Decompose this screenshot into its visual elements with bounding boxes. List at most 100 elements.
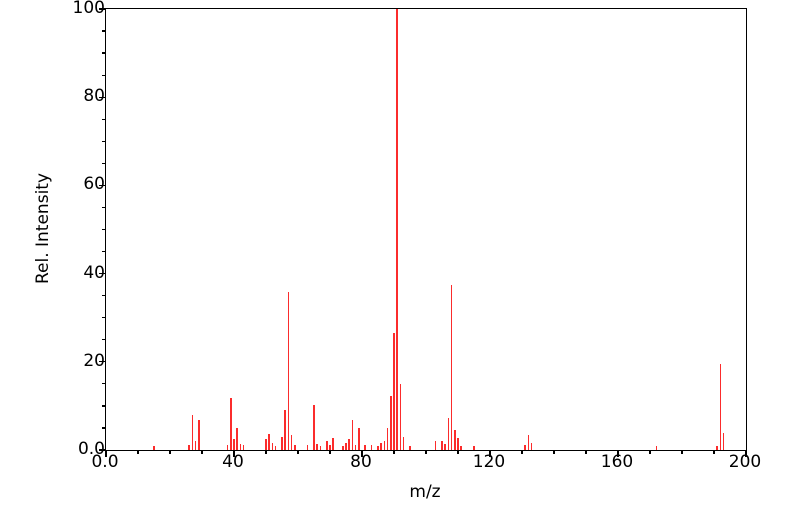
x-tick-label: 80 <box>350 452 372 472</box>
spectrum-peak <box>188 444 190 450</box>
spectrum-peak <box>319 445 322 450</box>
spectrum-peak <box>306 444 309 450</box>
spectrum-peak <box>719 364 722 450</box>
spectrum-peak <box>354 445 357 450</box>
spectrum-peak <box>348 438 350 450</box>
spectrum-peak <box>332 438 334 450</box>
spectrum-peak <box>268 434 270 450</box>
x-tick-major <box>489 450 491 457</box>
spectrum-peak <box>364 445 366 450</box>
spectrum-peak <box>290 435 293 450</box>
y-tick-minor <box>102 30 106 32</box>
y-tick-minor <box>102 427 106 429</box>
spectrum-peak <box>377 445 379 450</box>
spectrum-peak <box>242 445 245 450</box>
spectrum-peak <box>236 427 238 450</box>
spectrum-peak <box>527 435 530 450</box>
y-tick-minor <box>102 383 106 385</box>
x-tick-minor <box>169 450 171 454</box>
y-tick-minor <box>102 250 106 253</box>
y-tick-minor <box>102 140 106 142</box>
x-tick-minor <box>425 450 427 454</box>
spectrum-peak <box>655 446 658 450</box>
spectrum-peak <box>233 439 235 450</box>
spectrum-peak <box>342 445 344 450</box>
y-tick-minor <box>102 118 106 120</box>
plot-area <box>99 8 747 457</box>
spectrum-peak <box>226 445 229 450</box>
x-tick-minor <box>521 450 523 454</box>
x-tick-major <box>361 450 363 457</box>
y-tick-label: 20 <box>83 350 105 371</box>
y-tick-minor <box>102 206 106 209</box>
spectrum-peak <box>358 427 360 450</box>
spectrum-peak <box>271 443 274 450</box>
x-tick-label: 120 <box>472 452 506 472</box>
x-tick-major <box>105 450 107 457</box>
x-tick-minor <box>553 450 555 454</box>
spectrum-peak <box>287 292 290 450</box>
spectrum-peak <box>230 397 232 450</box>
x-tick-minor <box>681 450 683 454</box>
x-tick-minor <box>297 450 299 454</box>
y-tick-major <box>99 184 106 187</box>
y-tick-label: 40 <box>83 262 105 283</box>
spectrum-peak <box>383 441 386 450</box>
spectrum-peak <box>345 443 347 450</box>
x-tick-major <box>617 450 619 457</box>
spectrum-peak <box>194 440 197 450</box>
y-tick-minor <box>102 405 106 407</box>
y-tick-major <box>99 361 106 363</box>
y-tick-label: 100 <box>72 0 105 18</box>
spectrum-peak <box>313 405 315 450</box>
spectrum-peak <box>409 445 411 450</box>
y-tick-minor <box>102 339 106 341</box>
x-tick-label: 160 <box>600 452 634 472</box>
x-tick-minor <box>265 450 267 454</box>
y-tick-minor <box>102 74 106 76</box>
spectrum-peak <box>265 438 267 450</box>
spectrum-peak <box>441 441 443 450</box>
spectrum-peak <box>191 415 194 450</box>
spectrum-peak <box>329 444 331 450</box>
spectrum-peak <box>239 444 242 450</box>
x-tick-minor <box>585 450 587 454</box>
y-tick-minor <box>102 52 106 54</box>
spectrum-peak <box>434 440 437 450</box>
spectrum-peak <box>326 440 328 450</box>
y-tick-major <box>99 449 106 451</box>
y-tick-minor <box>102 228 106 231</box>
y-tick-major <box>99 8 106 10</box>
spectrum-peak <box>370 444 373 450</box>
spectrum-peak <box>390 396 392 450</box>
spectrum-peak <box>399 384 402 450</box>
spectrum-peak <box>722 432 725 450</box>
y-axis-label: Rel. Intensity <box>33 172 53 285</box>
spectrum-peak <box>386 428 389 450</box>
spectrum-peak <box>454 429 456 450</box>
y-tick-major <box>99 272 106 275</box>
spectrum-peak <box>444 444 446 450</box>
x-tick-major <box>745 450 747 457</box>
spectrum-peak <box>460 445 462 450</box>
spectrum-peak <box>457 438 459 450</box>
spectrum-peak <box>447 418 450 450</box>
spectrum-peak <box>402 437 405 450</box>
x-tick-label: 200 <box>728 452 762 472</box>
spectrum-peak <box>284 410 286 450</box>
spectrum-peak <box>530 443 533 450</box>
y-tick-minor <box>102 162 106 164</box>
spectrum-peak <box>281 436 283 450</box>
spectrum-peak <box>393 333 395 450</box>
x-tick-label: 0.0 <box>91 452 119 472</box>
x-tick-minor <box>649 450 651 454</box>
x-axis-label: m/z <box>409 482 441 502</box>
spectrum-peak <box>274 445 277 450</box>
y-tick-minor <box>102 295 106 297</box>
spectrum-peak <box>198 420 200 450</box>
spectrum-peak <box>380 442 382 450</box>
x-tick-label: 40 <box>222 452 244 472</box>
spectrum-peak <box>716 446 718 450</box>
spectrum-series <box>106 9 746 450</box>
